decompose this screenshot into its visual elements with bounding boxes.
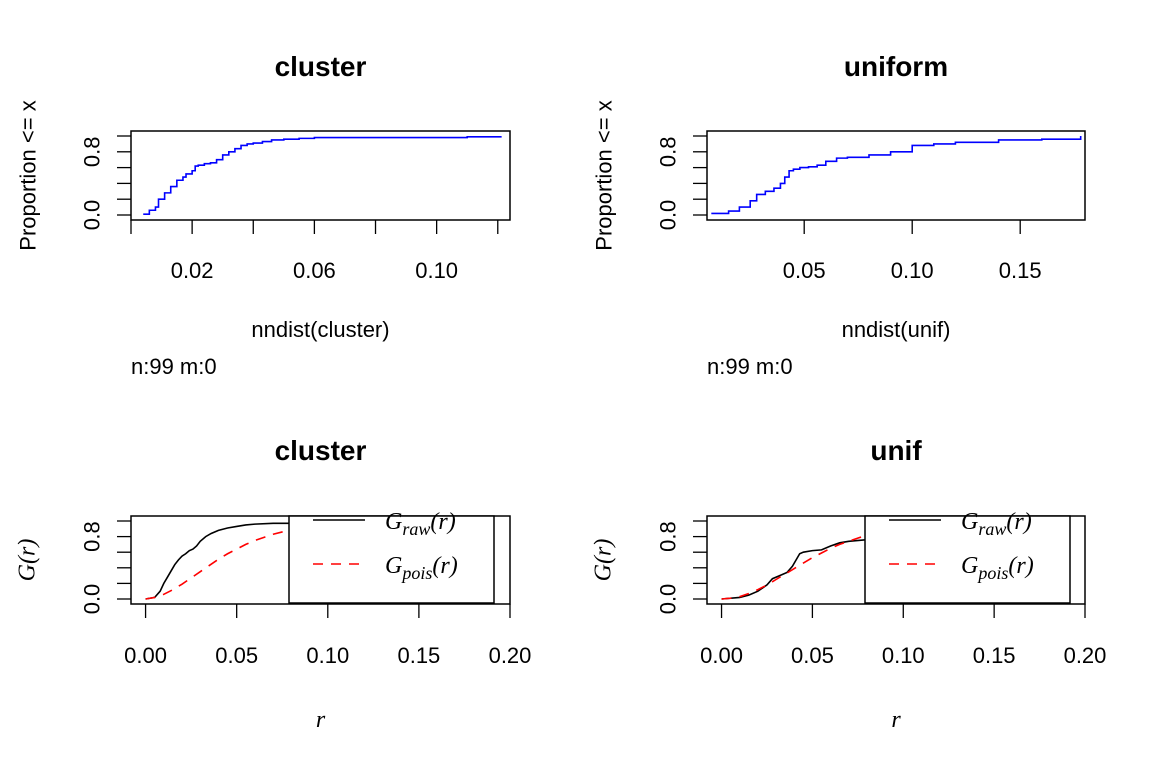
series-line-raw <box>721 538 867 600</box>
y-tick-label: 0.8 <box>80 521 105 552</box>
y-tick-label: 0.8 <box>656 521 681 552</box>
x-tick-label: 0.06 <box>293 258 336 283</box>
y-axis-label: Proportion <= x <box>16 100 41 250</box>
x-tick-label: 0.10 <box>891 258 934 283</box>
y-tick-label: 0.0 <box>656 584 681 615</box>
legend-arg: (r) <box>1008 553 1033 579</box>
series-line-s0 <box>711 136 1082 215</box>
x-tick-label: 0.15 <box>397 643 440 668</box>
series-line-s0 <box>143 135 502 216</box>
y-axis-label: G(r) <box>590 539 616 582</box>
y-tick-label: 0.0 <box>656 200 681 231</box>
y-tick-label: 0.0 <box>80 584 105 615</box>
legend-sub: pois <box>400 563 432 583</box>
x-tick-label: 0.00 <box>700 643 743 668</box>
x-tick-label: 0.15 <box>999 258 1042 283</box>
x-tick-label: 0.10 <box>415 258 458 283</box>
x-tick-label: 0.05 <box>783 258 826 283</box>
legend-entry: Gpois(r) <box>961 553 1034 583</box>
x-tick-label: 0.10 <box>306 643 349 668</box>
legend-entry: Gpois(r) <box>385 553 458 583</box>
legend-arg: (r) <box>432 553 457 579</box>
series-line-pois <box>721 534 868 600</box>
x-tick-label: 0.05 <box>791 643 834 668</box>
x-tick-label: 0.10 <box>882 643 925 668</box>
legend-box <box>864 515 1071 604</box>
x-tick-label: 0.02 <box>171 258 214 283</box>
chart-panel-2: uniform 0.0 0.8 0.05 0.10 0.15 nndist(unif) Pro… <box>592 51 1086 379</box>
legend: Graw(r)Gpois(r) <box>864 509 1071 604</box>
chart-title: cluster <box>275 51 367 82</box>
legend-base: G <box>961 509 978 535</box>
x-axis-label: nndist(unif) <box>842 317 951 342</box>
x-axis-label: nndist(cluster) <box>251 317 389 342</box>
series-line-raw <box>145 522 301 600</box>
x-tick-label: 0.20 <box>1064 643 1107 668</box>
legend-sub: raw <box>402 519 430 539</box>
x-tick-label: 0.20 <box>489 643 532 668</box>
y-axis-label: Proportion <= x <box>592 100 617 250</box>
x-axis-label: r <box>891 707 901 733</box>
chart-title: uniform <box>844 51 948 82</box>
y-tick-label: 0.8 <box>80 137 105 168</box>
sample-note: n:99 m:0 <box>131 354 217 379</box>
chart-panel-1: cluster 0.0 0.8 0.02 0.06 0.10 nndist(cluster)… <box>16 51 511 379</box>
legend-arg: (r) <box>1006 509 1031 535</box>
legend-base: G <box>961 553 978 579</box>
y-axis-label: G(r) <box>14 539 40 582</box>
y-tick-label: 0.0 <box>80 200 105 231</box>
legend-arg: (r) <box>430 509 455 535</box>
legend-sub: raw <box>978 519 1006 539</box>
sample-note: n:99 m:0 <box>707 354 793 379</box>
legend-entry: Graw(r) <box>961 509 1032 539</box>
y-tick-label: 0.8 <box>656 137 681 168</box>
x-tick-label: 0.05 <box>215 643 258 668</box>
plot-frame <box>706 130 1086 221</box>
legend-base: G <box>385 553 402 579</box>
legend-box <box>288 515 495 604</box>
plot-frame <box>130 130 511 221</box>
legend-sub: pois <box>976 563 1008 583</box>
x-tick-label: 0.00 <box>124 643 167 668</box>
x-axis-label: r <box>316 707 326 733</box>
legend-entry: Graw(r) <box>385 509 456 539</box>
series-line-pois <box>145 528 292 600</box>
chart-title: unif <box>870 435 922 466</box>
chart-title: cluster <box>275 435 367 466</box>
legend: Graw(r)Gpois(r) <box>288 509 495 604</box>
legend-base: G <box>385 509 402 535</box>
x-tick-label: 0.15 <box>973 643 1016 668</box>
